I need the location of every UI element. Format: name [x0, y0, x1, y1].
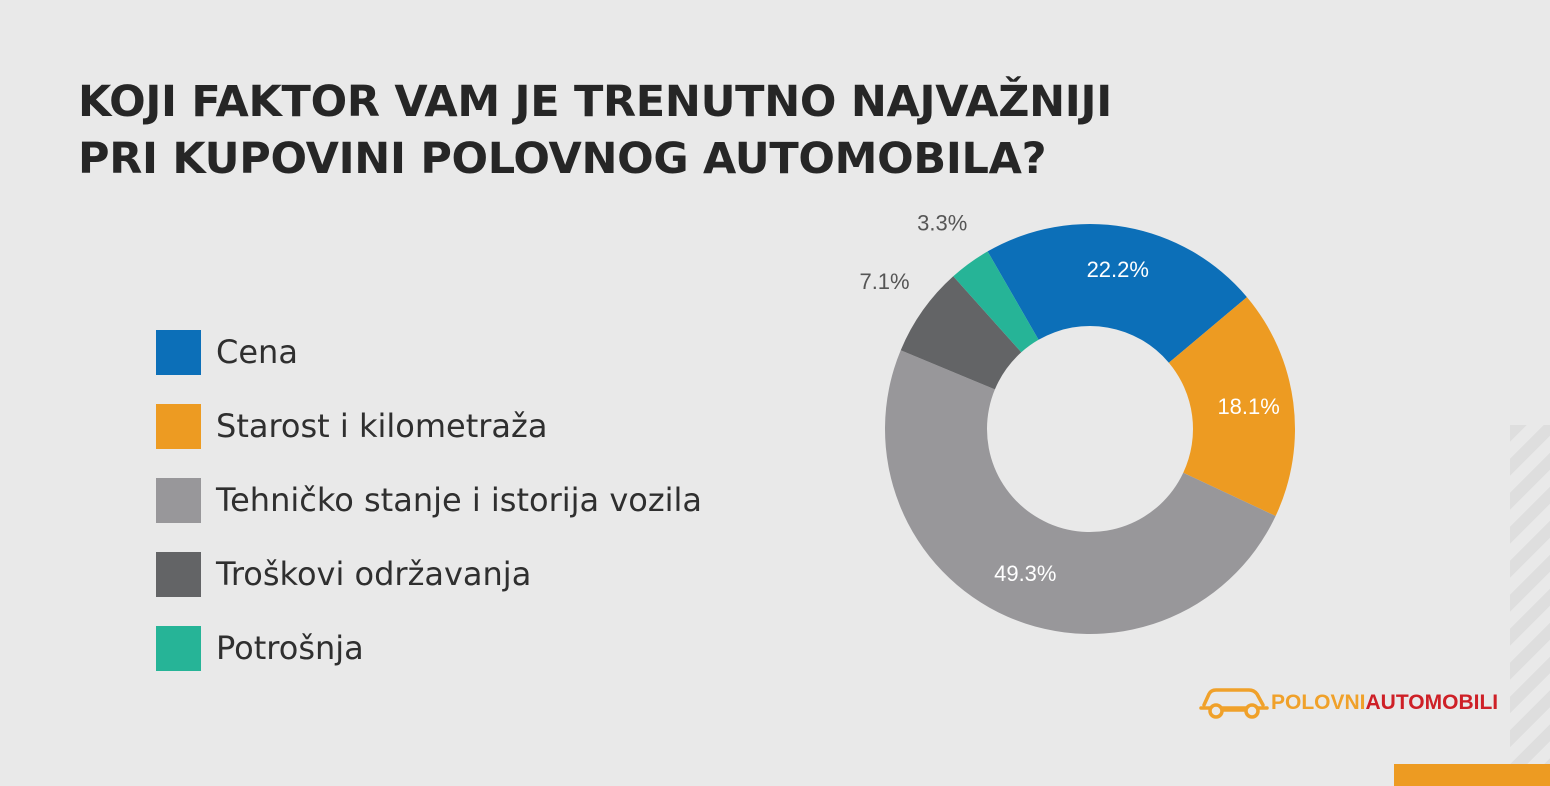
car-outline-icon [1199, 688, 1269, 719]
legend-swatch-potrosnja [156, 626, 201, 671]
legend-label-starost-i-kilometraza: Starost i kilometraža [216, 407, 548, 445]
legend-label-troskovi-odrzavanja: Troškovi održavanja [216, 555, 532, 593]
donut-value-label-1: 22.2% [1087, 257, 1149, 282]
donut-value-label-4: 7.1% [859, 269, 909, 294]
brand-wordmark: POLOVNIAUTOMOBILI [1271, 691, 1498, 715]
chart-legend: Cena Starost i kilometraža Tehničko stan… [156, 330, 702, 700]
legend-swatch-starost-i-kilometraza [156, 404, 201, 449]
donut-value-label-2: 18.1% [1217, 394, 1279, 419]
decorative-stripe-band [1510, 425, 1550, 765]
legend-item-troskovi-odrzavanja: Troškovi održavanja [156, 552, 702, 597]
donut-slice-5 [953, 251, 1039, 353]
brand-name-part-2: AUTOMOBILI [1365, 691, 1499, 714]
chart-title-line-1: KOJI FAKTOR VAM JE TRENUTNO NAJVAŽNIJI [78, 77, 1112, 127]
brand-name-part-1: POLOVNI [1271, 691, 1366, 714]
donut-slice-1 [987, 224, 1247, 363]
legend-item-starost-i-kilometraza: Starost i kilometraža [156, 404, 702, 449]
chart-title-line-2: PRI KUPOVINI POLOVNOG AUTOMOBILA? [78, 134, 1047, 184]
donut-value-labels: 22.2% 18.1% 49.3% 7.1% 3.3% [859, 211, 1279, 586]
legend-label-tehnicko-stanje: Tehničko stanje i istorija vozila [216, 481, 703, 519]
legend-label-potrosnja: Potrošnja [216, 629, 364, 667]
legend-swatch-cena [156, 330, 201, 375]
legend-swatch-troskovi-odrzavanja [156, 552, 201, 597]
legend-item-tehnicko-stanje: Tehničko stanje i istorija vozila [156, 478, 702, 523]
donut-value-label-5: 3.3% [917, 211, 967, 236]
donut-value-label-3: 49.3% [994, 561, 1056, 586]
legend-label-cena: Cena [216, 333, 298, 371]
donut-slices [885, 224, 1295, 634]
legend-item-potrosnja: Potrošnja [156, 626, 702, 671]
donut-chart: 22.2% 18.1% 49.3% 7.1% 3.3% [859, 211, 1295, 634]
brand-logo: POLOVNIAUTOMOBILI [1198, 683, 1498, 719]
legend-item-cena: Cena [156, 330, 702, 375]
legend-swatch-tehnicko-stanje [156, 478, 201, 523]
chart-title: KOJI FAKTOR VAM JE TRENUTNO NAJVAŽNIJI P… [78, 74, 1328, 188]
donut-slice-4 [900, 276, 1022, 390]
decorative-orange-corner [1394, 764, 1550, 786]
donut-slice-3 [885, 350, 1276, 634]
donut-slice-2 [1168, 297, 1295, 517]
